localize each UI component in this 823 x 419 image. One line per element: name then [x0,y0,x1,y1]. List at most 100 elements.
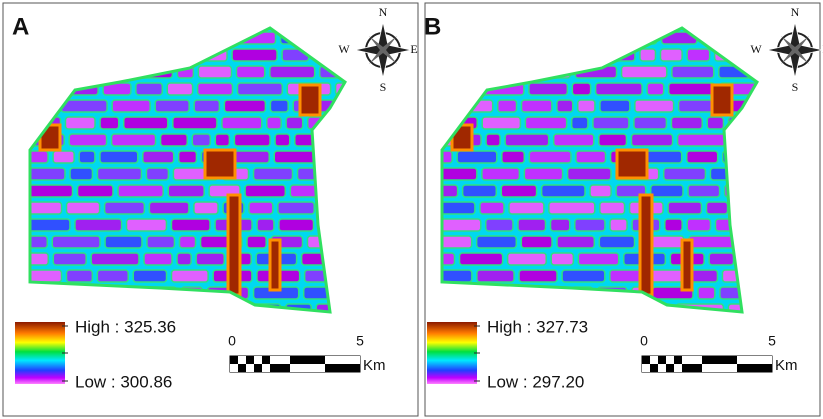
block [194,100,219,112]
legend-high: High : 327.73 [487,317,588,336]
legend-low: Low : 300.86 [75,372,172,391]
block [245,185,285,197]
scale-seg [270,356,290,364]
block [192,134,210,146]
block [147,32,187,44]
block [270,100,288,112]
scale-seg [246,364,254,372]
block [275,134,290,146]
compass-w: W [338,42,350,56]
block [66,117,96,129]
block [344,287,376,299]
block [501,185,536,197]
block [25,100,56,112]
scale-seg [230,364,238,372]
block [723,151,765,163]
block [254,168,293,180]
block [575,219,605,231]
scale-seg [737,364,772,372]
block [640,49,656,61]
block [730,134,766,146]
block [198,66,231,78]
heat-map [20,20,387,320]
block [341,168,362,180]
compass-s: S [380,80,387,94]
block [585,32,631,44]
block [49,66,78,78]
block [457,151,497,163]
block [319,219,340,231]
block [437,100,458,112]
block [719,66,762,78]
block [463,185,497,197]
block [257,219,274,231]
block [75,219,122,231]
scale-seg [254,364,262,372]
map-panel: ANSWEHigh : 325.36Low : 300.8605Km [12,5,418,392]
block [302,253,331,265]
block [706,202,727,214]
block [118,185,163,197]
scale-seg [270,364,290,372]
block [477,236,517,248]
block [61,100,107,112]
block [279,219,314,231]
block [172,270,209,282]
block [486,219,513,231]
block [687,151,718,163]
block [53,151,74,163]
block [557,100,573,112]
compass-e: E [410,42,417,56]
block [25,66,44,78]
block [133,270,166,282]
block [542,185,585,197]
block [83,66,129,78]
block [562,270,605,282]
block [668,202,701,214]
block [335,253,382,265]
block [305,270,334,282]
compass-n: N [379,5,388,19]
block [25,219,70,231]
scale-unit: Km [363,357,386,374]
block [756,168,771,180]
block [518,32,556,44]
block [25,236,47,248]
block [165,304,192,316]
block [112,100,150,112]
block [741,236,789,248]
block [722,270,765,282]
block [179,151,197,163]
block [610,270,643,282]
block [460,253,503,265]
figure: ANSWEHigh : 325.36Low : 300.8605KmBNSWEH… [0,0,823,419]
block [117,32,142,44]
block [127,219,167,231]
block [167,83,192,95]
block [578,253,618,265]
block [326,185,355,197]
block [522,100,552,112]
scale-end: 5 [356,333,364,349]
block [678,134,726,146]
block [482,168,520,180]
block [487,66,524,78]
block [509,202,544,214]
block [480,202,504,214]
block [671,117,702,129]
scale-seg [650,356,658,364]
block [97,168,141,180]
scale-seg [658,364,666,372]
scale-seg [674,356,682,364]
block [25,151,48,163]
block [87,287,125,299]
block [647,83,664,95]
block [112,134,156,146]
scale-end: 5 [768,333,776,349]
block [437,66,482,78]
block [596,83,642,95]
block [144,253,172,265]
scale-seg [666,356,674,364]
scale-seg [682,364,702,372]
block [25,49,62,61]
